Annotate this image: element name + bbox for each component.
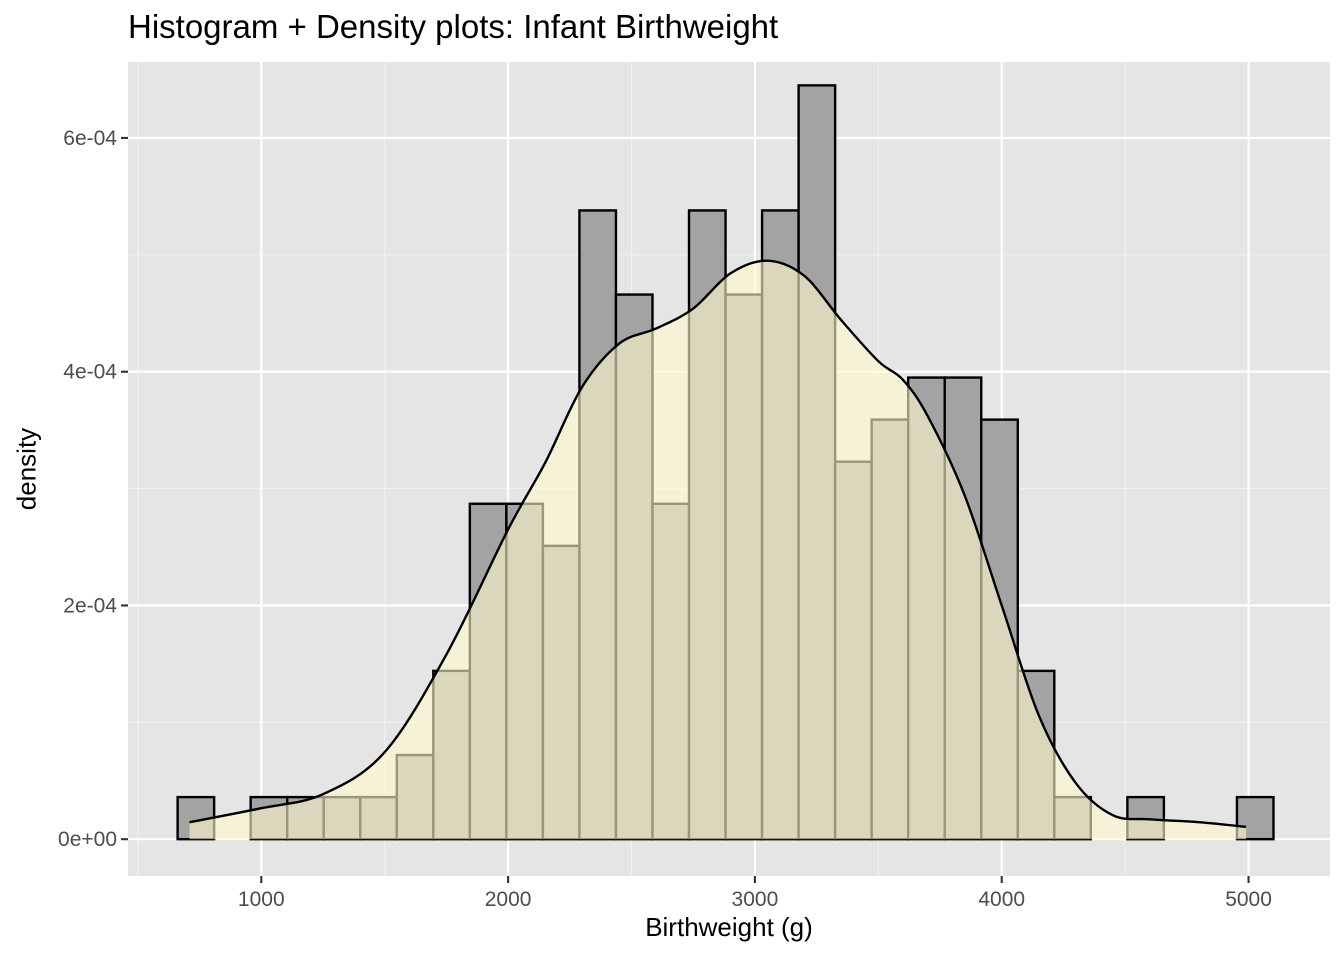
y-tick-label: 2e-04	[63, 594, 117, 617]
density-layer	[189, 259, 1247, 840]
axes: 1000 2000 3000 4000 5000 0e+00 2e-04 4e-04 6e-04	[58, 127, 1272, 911]
x-tick-label: 1000	[238, 888, 285, 911]
density-area	[189, 260, 1247, 840]
x-axis-label: Birthweight (g)	[645, 912, 813, 942]
density-line	[189, 259, 1247, 829]
y-tick-label: 6e-04	[63, 127, 117, 150]
chart-title: Histogram + Density plots: Infant Birthw…	[128, 8, 779, 45]
y-tick-label: 4e-04	[63, 361, 117, 384]
y-axis-label: density	[11, 427, 42, 511]
y-tick-label: 0e+00	[58, 828, 117, 851]
x-tick-label: 5000	[1225, 888, 1272, 911]
x-tick-label: 4000	[978, 888, 1025, 911]
x-tick-label: 3000	[732, 888, 779, 911]
x-tick-label: 2000	[485, 888, 532, 911]
